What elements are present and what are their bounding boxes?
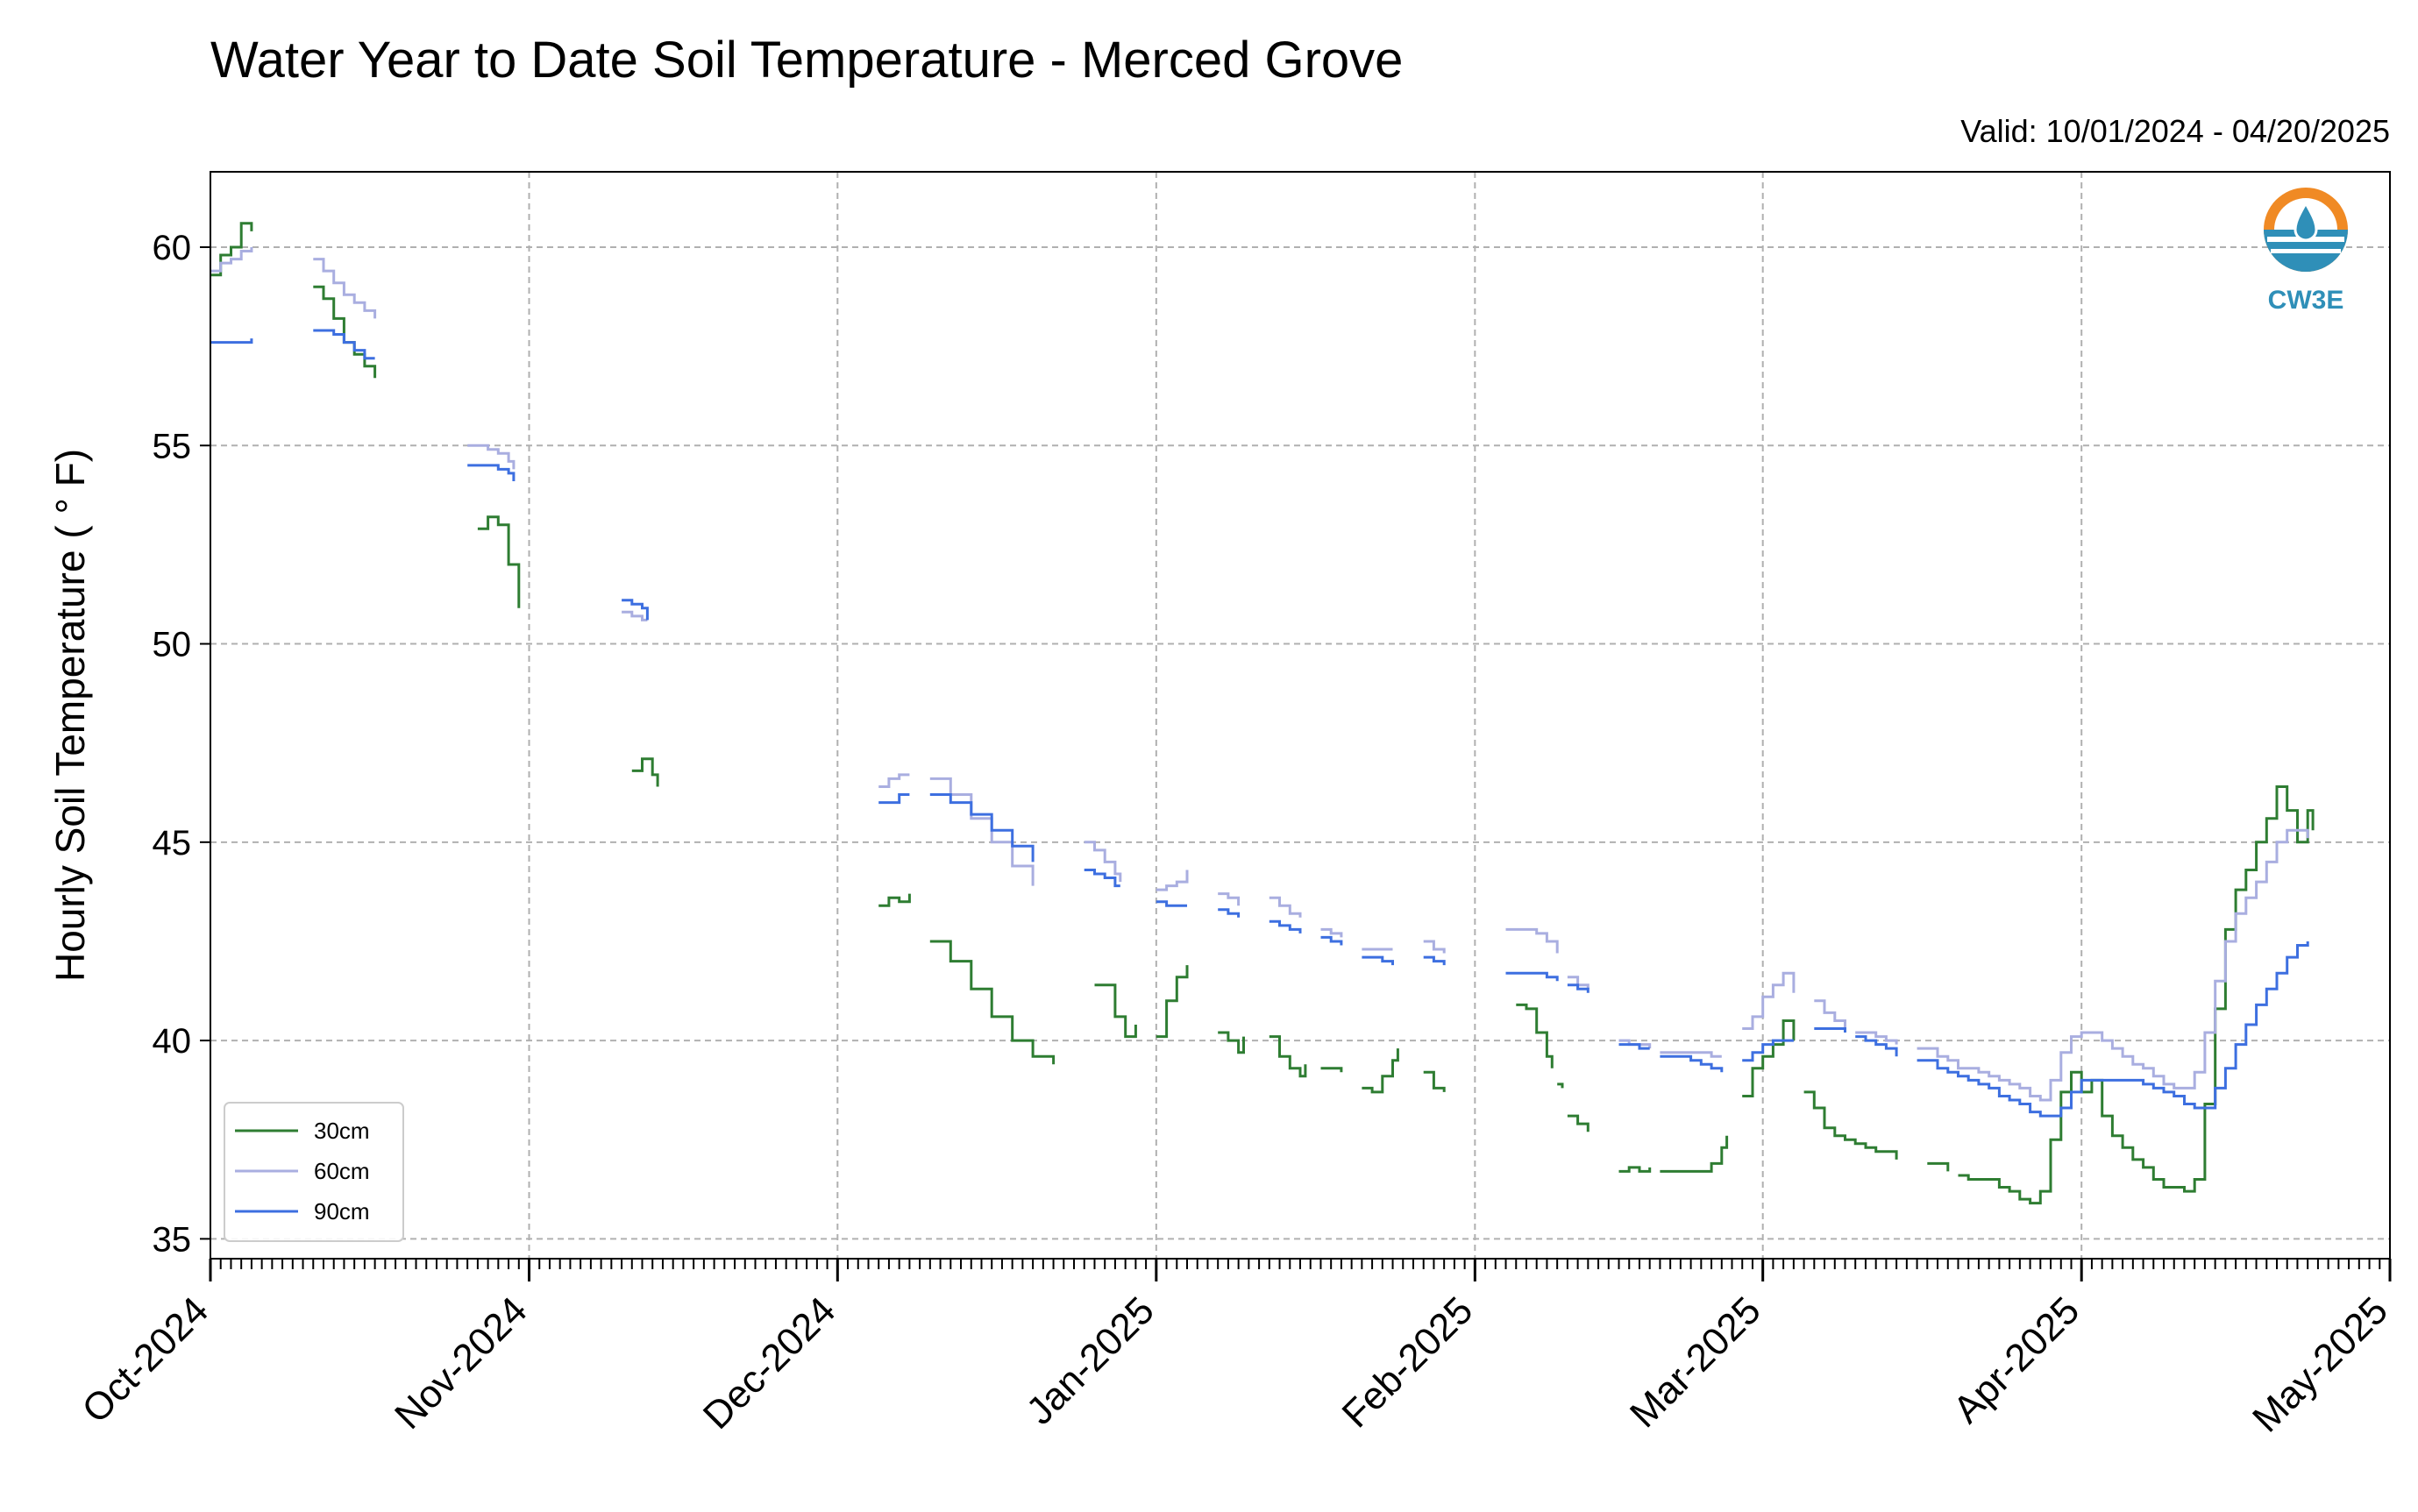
series-line-90cm	[1660, 1054, 1724, 1073]
legend-item-30cm: 30cm	[235, 1118, 370, 1144]
series-line-60cm	[1423, 940, 1446, 954]
series-line-30cm	[1320, 1067, 1343, 1073]
series-line-90cm	[1505, 971, 1559, 982]
series-line-60cm	[1917, 828, 2309, 1102]
series-line-90cm	[210, 338, 253, 344]
series-line-30cm	[1567, 1114, 1589, 1132]
y-axis-label: Hourly Soil Temperature ( ° F)	[47, 449, 93, 982]
series-line-90cm	[1084, 869, 1120, 888]
series-line-90cm	[1156, 900, 1187, 907]
series-line-30cm	[1958, 785, 2315, 1205]
series-line-30cm	[929, 940, 1056, 1065]
legend: 30cm 60cm 90cm	[224, 1102, 404, 1242]
legend-item-60cm: 60cm	[235, 1158, 370, 1184]
y-tick-label: 60	[153, 229, 192, 267]
cw3e-logo: CW3E	[2264, 188, 2348, 315]
legend-label-90cm: 90cm	[314, 1198, 370, 1225]
series-line-60cm	[878, 773, 910, 788]
series-line-60cm	[1084, 841, 1122, 883]
legend-item-90cm: 90cm	[235, 1198, 370, 1225]
series-line-60cm	[1320, 927, 1343, 938]
series-line-30cm	[878, 893, 911, 907]
series-line-90cm	[1618, 1043, 1650, 1050]
series-line-30cm	[631, 757, 659, 787]
series-line-90cm	[1567, 983, 1589, 993]
series-line-30cm	[1362, 1048, 1399, 1094]
series-line-60cm	[313, 258, 377, 319]
series-line-90cm	[1742, 1039, 1794, 1062]
series-line-30cm	[1423, 1070, 1446, 1092]
y-tick-label: 55	[153, 427, 192, 465]
legend-box	[224, 1102, 404, 1242]
series-line-90cm	[929, 793, 1035, 862]
y-tick-label: 45	[153, 824, 192, 862]
water-drop-circle-icon	[2264, 188, 2348, 272]
series-line-30cm	[477, 515, 521, 608]
logo-text: CW3E	[2268, 286, 2344, 315]
y-tick-label: 50	[153, 626, 192, 664]
chart-title: Water Year to Date Soil Temperature - Me…	[210, 32, 1403, 89]
series-line-60cm	[210, 247, 253, 273]
series-90cm	[210, 329, 2309, 1118]
series-line-60cm	[1855, 1031, 1898, 1045]
series-line-60cm	[467, 444, 516, 470]
series-line-60cm	[1660, 1051, 1722, 1058]
series-line-60cm	[1218, 892, 1241, 906]
series-line-90cm	[1855, 1035, 1898, 1057]
series-line-30cm	[1094, 983, 1137, 1039]
series-line-30cm	[1557, 1083, 1564, 1089]
series-line-60cm	[1505, 927, 1559, 954]
series-line-90cm	[313, 329, 375, 360]
series-line-90cm	[878, 793, 910, 805]
series-line-90cm	[467, 464, 516, 481]
series-line-30cm	[1269, 1035, 1307, 1078]
y-axis: 35 40 45 50 55 60	[153, 229, 210, 1259]
series-line-30cm	[1803, 1090, 1898, 1160]
series-line-30cm	[1156, 965, 1189, 1039]
y-tick-label: 35	[153, 1220, 192, 1259]
series-line-60cm	[1156, 870, 1189, 891]
series-line-90cm	[1362, 955, 1394, 966]
series-line-90cm	[1218, 908, 1241, 918]
y-tick-label: 40	[153, 1022, 192, 1061]
series-line-90cm	[622, 599, 649, 621]
series-line-30cm	[1742, 1019, 1796, 1097]
series-line-90cm	[1814, 1027, 1846, 1033]
series-30cm	[210, 222, 2315, 1205]
series-line-90cm	[1423, 955, 1446, 966]
series-line-30cm	[1516, 1003, 1554, 1068]
series-line-60cm	[1269, 896, 1302, 918]
series-line-60cm	[1742, 971, 1796, 1030]
series-line-60cm	[1814, 999, 1846, 1029]
series-layer	[210, 222, 2315, 1205]
series-line-30cm	[1218, 1031, 1245, 1054]
series-line-30cm	[1927, 1161, 1950, 1172]
series-line-90cm	[1320, 935, 1343, 946]
series-line-90cm	[1917, 941, 2309, 1118]
valid-date-range: Valid: 10/01/2024 - 04/20/2025	[1960, 113, 2390, 149]
series-line-30cm	[1660, 1135, 1729, 1173]
series-line-30cm	[1618, 1166, 1652, 1173]
series-line-60cm	[622, 610, 648, 621]
series-line-90cm	[1269, 919, 1302, 933]
legend-label-30cm: 30cm	[314, 1118, 370, 1144]
legend-label-60cm: 60cm	[314, 1158, 370, 1184]
